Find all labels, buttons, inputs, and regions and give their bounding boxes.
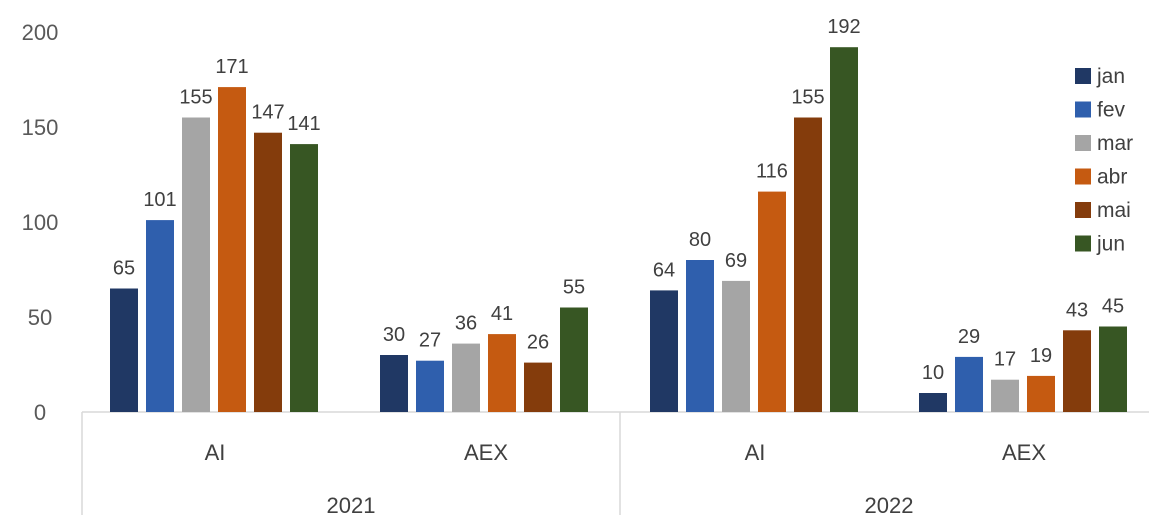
bar-jan — [110, 288, 138, 412]
axis-layer — [81, 411, 1149, 515]
category-labels: AI AEX 2021 AI AEX 2022 — [205, 440, 1047, 518]
year-label: 2021 — [327, 493, 376, 515]
bar-mar — [182, 117, 210, 412]
bar-mai — [524, 362, 552, 412]
bar-jun — [830, 47, 858, 412]
legend-swatch-fev — [1075, 101, 1091, 118]
y-tick-label: 0 — [34, 400, 46, 425]
legend: jan fev mar abr mai jun — [1075, 65, 1133, 256]
data-label: 41 — [491, 303, 513, 325]
bar-mar — [452, 343, 480, 412]
data-label: 147 — [251, 102, 284, 124]
legend-swatch-jan — [1075, 68, 1091, 84]
legend-label-jan: jan — [1096, 65, 1125, 88]
data-label: 69 — [725, 250, 747, 272]
bar-mar — [991, 379, 1019, 412]
y-tick-label: 100 — [22, 210, 59, 235]
legend-swatch-mai — [1075, 202, 1091, 218]
legend-label-mai: mai — [1097, 199, 1131, 222]
bar-jan — [650, 290, 678, 412]
legend-label-fev: fev — [1097, 99, 1126, 122]
bar-abr — [218, 87, 246, 412]
data-label: 65 — [113, 258, 135, 280]
data-label: 26 — [527, 332, 549, 354]
bar-jan — [380, 355, 408, 412]
data-label: 45 — [1102, 296, 1124, 318]
legend-label-abr: abr — [1097, 166, 1127, 189]
data-label: 55 — [563, 277, 585, 299]
data-label: 155 — [179, 87, 212, 109]
bar-jun — [560, 307, 588, 412]
bar-jun — [1099, 326, 1127, 412]
legend-swatch-mar — [1075, 135, 1091, 151]
data-label: 116 — [756, 161, 788, 183]
y-tick-labels: 0 50 100 150 200 — [22, 20, 59, 425]
y-tick-label: 50 — [28, 305, 52, 330]
bar-mai — [794, 117, 822, 412]
category-label: AI — [205, 440, 226, 465]
bar-mar — [722, 280, 750, 412]
bar-mai — [1063, 330, 1091, 412]
data-label: 19 — [1030, 345, 1052, 367]
y-tick-label: 150 — [22, 115, 59, 140]
data-label: 80 — [689, 229, 711, 251]
data-labels: 65 30 64 10 101 27 80 29 155 36 69 17 171 41 116 19 147 2… — [113, 16, 1124, 384]
legend-swatch-jun — [1075, 235, 1091, 252]
data-label: 101 — [143, 189, 176, 211]
bar-fev — [146, 220, 174, 412]
category-label: AI — [745, 440, 766, 465]
bar-abr — [758, 191, 786, 412]
bar-fev — [416, 360, 444, 412]
data-label: 64 — [653, 259, 675, 281]
bar-mai — [254, 132, 282, 412]
year-label: 2022 — [865, 493, 914, 515]
data-label: 17 — [994, 349, 1016, 371]
data-label: 155 — [791, 87, 824, 109]
bar-abr — [1027, 375, 1055, 412]
bar-jan — [919, 393, 947, 412]
bars — [110, 47, 1127, 412]
y-tick-label: 200 — [22, 20, 59, 45]
data-label: 171 — [215, 56, 248, 78]
bar-fev — [955, 356, 983, 412]
data-label: 30 — [383, 324, 405, 346]
category-label: AEX — [464, 440, 508, 465]
legend-label-mar: mar — [1097, 132, 1133, 155]
bar-jun — [290, 144, 318, 412]
data-label: 192 — [827, 16, 860, 38]
data-label: 10 — [922, 362, 944, 384]
legend-swatch-abr — [1075, 168, 1091, 185]
bar-fev — [686, 260, 714, 412]
bar-abr — [488, 334, 516, 412]
data-label: 29 — [958, 326, 980, 348]
data-label: 36 — [455, 313, 477, 335]
data-label: 141 — [287, 113, 320, 135]
data-label: 27 — [419, 330, 441, 352]
legend-label-jun: jun — [1096, 233, 1125, 256]
data-label: 43 — [1066, 299, 1088, 321]
category-label: AEX — [1002, 440, 1046, 465]
